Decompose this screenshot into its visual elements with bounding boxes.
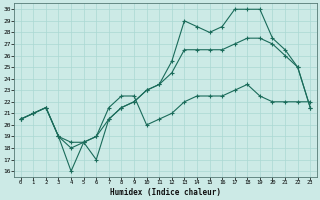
X-axis label: Humidex (Indice chaleur): Humidex (Indice chaleur) [110,188,221,197]
